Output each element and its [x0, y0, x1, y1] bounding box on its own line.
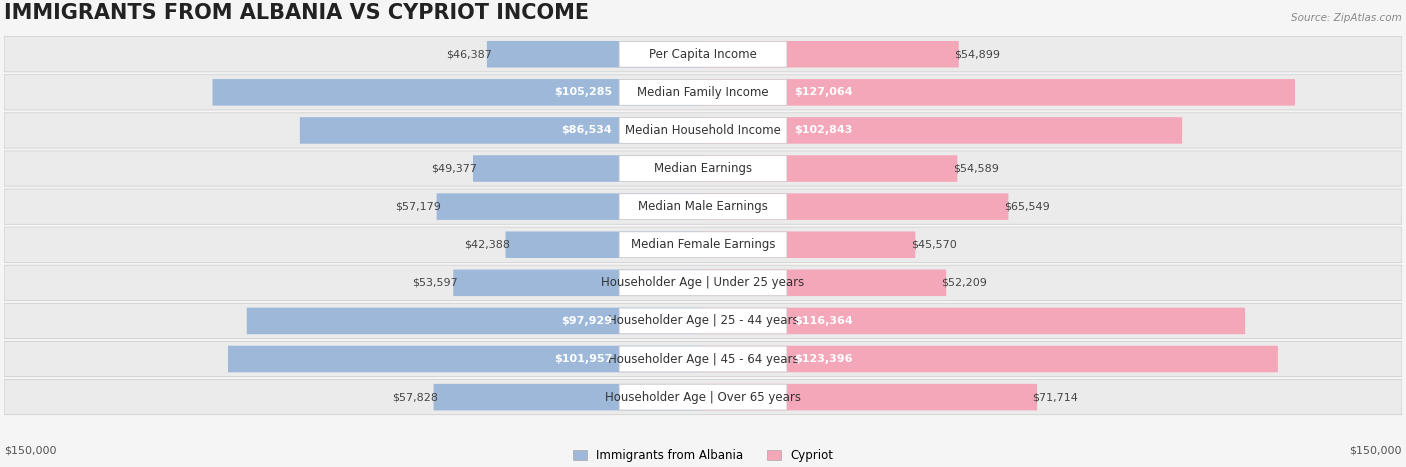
Legend: Immigrants from Albania, Cypriot: Immigrants from Albania, Cypriot: [568, 445, 838, 467]
Text: $42,388: $42,388: [464, 240, 510, 250]
FancyBboxPatch shape: [619, 156, 787, 181]
FancyBboxPatch shape: [4, 189, 1402, 224]
Text: Median Male Earnings: Median Male Earnings: [638, 200, 768, 213]
FancyBboxPatch shape: [4, 151, 1402, 186]
Text: $53,597: $53,597: [412, 278, 458, 288]
Text: IMMIGRANTS FROM ALBANIA VS CYPRIOT INCOME: IMMIGRANTS FROM ALBANIA VS CYPRIOT INCOM…: [4, 3, 589, 23]
FancyBboxPatch shape: [619, 42, 787, 67]
Text: $86,534: $86,534: [561, 126, 612, 135]
FancyBboxPatch shape: [703, 232, 915, 258]
Text: Householder Age | 45 - 64 years: Householder Age | 45 - 64 years: [607, 353, 799, 366]
FancyBboxPatch shape: [4, 341, 1402, 376]
Text: Median Household Income: Median Household Income: [626, 124, 780, 137]
Text: $97,929: $97,929: [561, 316, 612, 326]
Text: Median Earnings: Median Earnings: [654, 162, 752, 175]
Text: $150,000: $150,000: [1350, 446, 1402, 456]
FancyBboxPatch shape: [4, 303, 1402, 339]
FancyBboxPatch shape: [619, 232, 787, 258]
Text: Source: ZipAtlas.com: Source: ZipAtlas.com: [1291, 13, 1402, 23]
FancyBboxPatch shape: [228, 346, 703, 372]
FancyBboxPatch shape: [619, 270, 787, 296]
Text: $49,377: $49,377: [432, 163, 478, 174]
FancyBboxPatch shape: [4, 36, 1402, 72]
Text: $54,899: $54,899: [955, 49, 1000, 59]
FancyBboxPatch shape: [619, 384, 787, 410]
Text: $45,570: $45,570: [911, 240, 956, 250]
FancyBboxPatch shape: [703, 346, 1278, 372]
FancyBboxPatch shape: [437, 193, 703, 220]
FancyBboxPatch shape: [472, 155, 703, 182]
Text: $71,714: $71,714: [1032, 392, 1078, 402]
Text: $123,396: $123,396: [794, 354, 852, 364]
Text: $127,064: $127,064: [794, 87, 852, 97]
FancyBboxPatch shape: [299, 117, 703, 144]
FancyBboxPatch shape: [4, 75, 1402, 110]
Text: $46,387: $46,387: [446, 49, 492, 59]
FancyBboxPatch shape: [619, 346, 787, 372]
FancyBboxPatch shape: [703, 41, 959, 68]
FancyBboxPatch shape: [703, 193, 1008, 220]
FancyBboxPatch shape: [247, 308, 703, 334]
Text: Householder Age | 25 - 44 years: Householder Age | 25 - 44 years: [607, 314, 799, 327]
FancyBboxPatch shape: [703, 117, 1182, 144]
FancyBboxPatch shape: [703, 269, 946, 296]
FancyBboxPatch shape: [453, 269, 703, 296]
Text: $57,828: $57,828: [392, 392, 439, 402]
FancyBboxPatch shape: [486, 41, 703, 68]
FancyBboxPatch shape: [4, 227, 1402, 262]
Text: $52,209: $52,209: [942, 278, 987, 288]
Text: Median Family Income: Median Family Income: [637, 86, 769, 99]
FancyBboxPatch shape: [212, 79, 703, 106]
FancyBboxPatch shape: [4, 380, 1402, 415]
FancyBboxPatch shape: [619, 118, 787, 143]
FancyBboxPatch shape: [619, 79, 787, 105]
FancyBboxPatch shape: [619, 194, 787, 219]
FancyBboxPatch shape: [4, 265, 1402, 300]
FancyBboxPatch shape: [703, 155, 957, 182]
Text: Per Capita Income: Per Capita Income: [650, 48, 756, 61]
FancyBboxPatch shape: [433, 384, 703, 410]
Text: $105,285: $105,285: [554, 87, 612, 97]
FancyBboxPatch shape: [703, 384, 1038, 410]
Text: Householder Age | Under 25 years: Householder Age | Under 25 years: [602, 276, 804, 290]
FancyBboxPatch shape: [703, 308, 1246, 334]
FancyBboxPatch shape: [619, 308, 787, 334]
FancyBboxPatch shape: [4, 113, 1402, 148]
Text: Householder Age | Over 65 years: Householder Age | Over 65 years: [605, 390, 801, 403]
Text: $101,957: $101,957: [554, 354, 612, 364]
Text: Median Female Earnings: Median Female Earnings: [631, 238, 775, 251]
Text: $65,549: $65,549: [1004, 202, 1049, 212]
Text: $57,179: $57,179: [395, 202, 441, 212]
FancyBboxPatch shape: [506, 232, 703, 258]
Text: $150,000: $150,000: [4, 446, 56, 456]
Text: $102,843: $102,843: [794, 126, 852, 135]
Text: $54,589: $54,589: [953, 163, 998, 174]
FancyBboxPatch shape: [703, 79, 1295, 106]
Text: $116,364: $116,364: [794, 316, 852, 326]
